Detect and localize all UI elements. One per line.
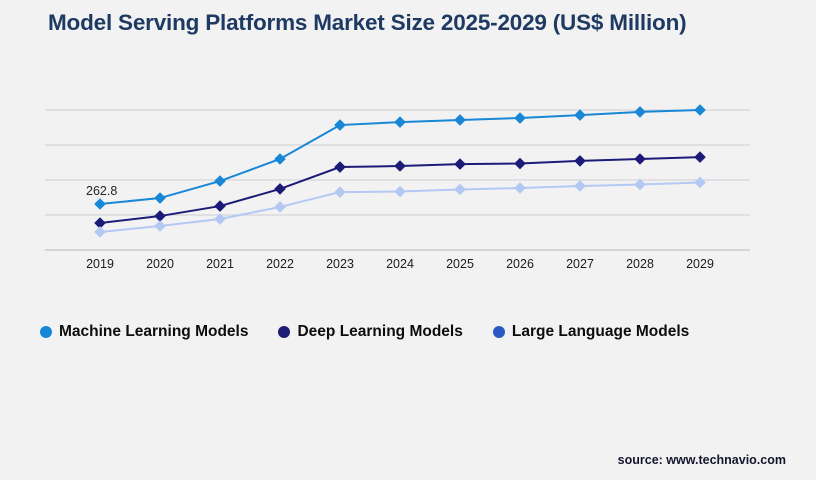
data-point-marker-large-language-models	[514, 182, 526, 194]
data-point-marker-large-language-models	[634, 178, 646, 191]
x-axis-label-2025: 2025	[446, 257, 474, 271]
data-point-marker-deep-learning-models	[694, 151, 706, 163]
x-axis-label-2026: 2026	[506, 257, 534, 271]
data-point-marker-large-language-models	[214, 213, 226, 225]
legend-label: Large Language Models	[511, 323, 690, 340]
data-point-marker-large-language-models	[394, 185, 406, 198]
legend-marker-icon	[278, 326, 291, 338]
data-point-marker-deep-learning-models	[94, 217, 106, 229]
data-point-marker-machine-learning-models	[274, 153, 286, 165]
data-point-marker-machine-learning-models	[334, 119, 346, 131]
x-axis-label-2020: 2020	[146, 257, 174, 271]
data-point-marker-large-language-models	[694, 176, 706, 189]
data-point-marker-large-language-models	[94, 226, 106, 238]
data-point-marker-deep-learning-models	[514, 157, 526, 170]
data-point-marker-machine-learning-models	[574, 109, 586, 121]
x-axis-label-2029: 2029	[686, 257, 714, 271]
data-point-marker-deep-learning-models	[454, 158, 466, 170]
data-point-marker-machine-learning-models	[694, 104, 706, 116]
x-axis-label-2023: 2023	[326, 257, 354, 271]
legend-label: Machine Learning Models	[59, 323, 249, 340]
legend-marker-icon	[40, 326, 52, 338]
data-point-marker-deep-learning-models	[154, 210, 166, 222]
x-axis-label-2022: 2022	[266, 257, 294, 271]
legend: Machine Learning Models Deep Learning Mod…	[40, 323, 689, 341]
data-point-label: 262.8	[86, 184, 117, 198]
data-point-marker-large-language-models	[274, 201, 286, 213]
legend-item-machine-learning-models: Machine Learning Models	[40, 323, 248, 341]
data-point-marker-deep-learning-models	[634, 153, 646, 165]
legend-item-deep-learning-models: Deep Learning Models	[278, 323, 463, 341]
x-axis-label-2019: 2019	[86, 257, 114, 271]
x-axis-label-2024: 2024	[386, 257, 414, 271]
data-point-marker-deep-learning-models	[214, 200, 226, 212]
legend-item-large-language-models: Large Language Models	[492, 323, 690, 341]
data-point-marker-deep-learning-models	[274, 183, 286, 195]
data-point-marker-machine-learning-models	[634, 106, 646, 118]
data-point-marker-machine-learning-models	[394, 116, 406, 128]
x-axis-label-2021: 2021	[206, 257, 234, 271]
data-point-marker-deep-learning-models	[394, 160, 406, 172]
data-point-marker-large-language-models	[334, 186, 346, 198]
data-point-marker-machine-learning-models	[154, 192, 166, 204]
data-point-marker-large-language-models	[454, 183, 466, 196]
x-axis-label-2027: 2027	[566, 257, 594, 271]
data-point-marker-machine-learning-models	[214, 175, 226, 187]
data-point-marker-machine-learning-models	[514, 112, 526, 124]
legend-label: Deep Learning Models	[297, 323, 463, 340]
legend-marker-icon	[492, 326, 505, 338]
chart-title: Model Serving Platforms Market Size 2025…	[48, 10, 687, 35]
x-axis-label-2028: 2028	[626, 257, 654, 271]
data-point-marker-large-language-models	[154, 220, 166, 232]
data-point-marker-large-language-models	[574, 180, 586, 192]
source-attribution: source: www.technavio.com	[617, 453, 786, 467]
data-point-marker-deep-learning-models	[334, 161, 346, 173]
data-point-marker-deep-learning-models	[574, 155, 586, 167]
data-point-marker-machine-learning-models	[94, 198, 106, 210]
data-point-marker-machine-learning-models	[454, 114, 466, 126]
